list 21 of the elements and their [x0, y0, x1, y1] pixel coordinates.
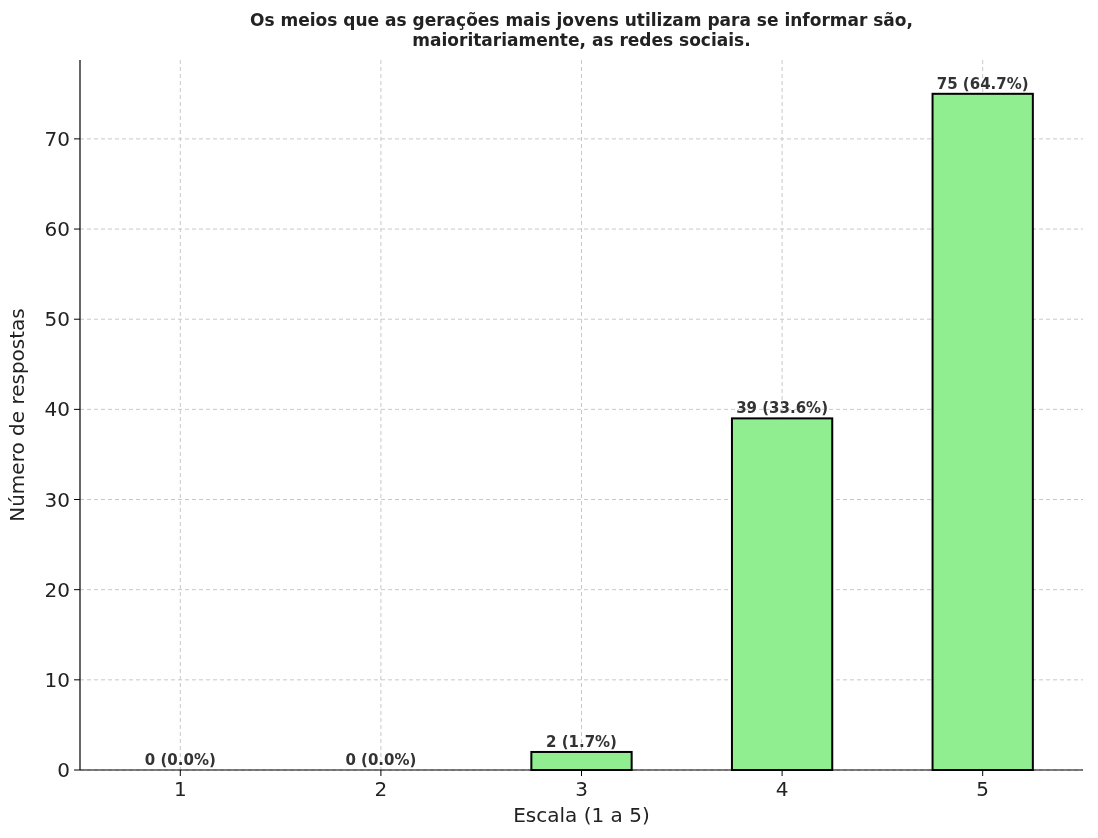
- data-label: 0 (0.0%): [144, 751, 216, 769]
- y-tick-label: 40: [44, 397, 70, 422]
- data-label: 0 (0.0%): [345, 751, 417, 769]
- y-tick-label: 60: [44, 217, 70, 242]
- y-tick-label: 10: [44, 667, 70, 692]
- data-label: 75 (64.7%): [936, 74, 1029, 93]
- data-label: 39 (33.6%): [736, 399, 829, 418]
- y-axis-title: Número de respostas: [5, 308, 29, 522]
- data-label: 2 (1.7%): [546, 732, 617, 751]
- x-tick-label: 5: [976, 777, 990, 801]
- x-axis-title: Escala (1 a 5): [513, 803, 650, 827]
- chart-title: Os meios que as gerações mais jovens utilizam para se informar são, maioritariamente, as redes sociais.: [250, 10, 913, 50]
- x-tick-label: 2: [374, 777, 388, 801]
- y-tick-label: 20: [44, 577, 70, 602]
- y-tick-label: 50: [44, 307, 70, 332]
- y-tick-label: 70: [44, 126, 70, 151]
- y-tick-label: 30: [44, 487, 70, 512]
- x-tick-label: 3: [575, 777, 588, 801]
- x-tick-label: 1: [173, 777, 187, 801]
- x-tick-label: 4: [775, 777, 789, 801]
- y-tick-label: 0: [57, 758, 70, 782]
